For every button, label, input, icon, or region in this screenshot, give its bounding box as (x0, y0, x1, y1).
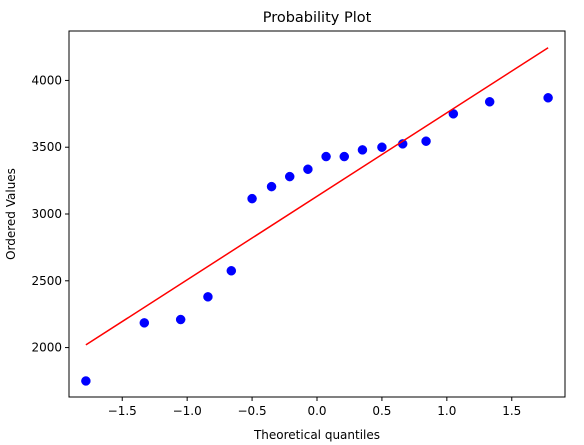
data-point (81, 376, 91, 386)
plot-area (68, 30, 566, 398)
data-point (139, 318, 150, 328)
x-axis-title: Theoretical quantiles (253, 428, 380, 442)
data-point (377, 142, 387, 152)
x-tick-label: 1.0 (437, 404, 456, 418)
data-point (266, 181, 277, 192)
axes-frame (68, 30, 566, 398)
x-tick-label: −1.0 (173, 404, 202, 418)
y-axis: 2000 2500 3000 3500 4000 (31, 73, 69, 355)
data-point (339, 151, 350, 162)
data-point (421, 136, 431, 146)
x-tick-label: 0.0 (307, 404, 326, 418)
y-tick-label: 2000 (31, 341, 62, 355)
y-tick-label: 2500 (31, 274, 62, 288)
data-point (284, 171, 295, 182)
data-point (175, 314, 186, 325)
data-point (203, 292, 213, 302)
x-axis: −1.5 −1.0 −0.5 0.0 0.5 1.0 1.5 (108, 397, 521, 418)
y-axis-title: Ordered Values (4, 168, 18, 260)
fit-line (85, 47, 549, 346)
x-tick-label: 0.5 (372, 404, 391, 418)
series-layer (81, 47, 553, 386)
data-point (247, 193, 257, 204)
y-tick-label: 3500 (31, 140, 62, 154)
x-tick-label: −1.5 (108, 404, 137, 418)
x-tick-label: −0.5 (238, 404, 267, 418)
data-point (357, 145, 368, 155)
data-point (226, 266, 237, 276)
y-tick-label: 3000 (31, 207, 62, 221)
chart-title: Probability Plot (263, 10, 372, 26)
data-point (321, 151, 331, 162)
y-tick-label: 4000 (31, 73, 62, 87)
data-point (543, 93, 553, 103)
x-tick-label: 1.5 (502, 404, 521, 418)
data-point (484, 97, 495, 107)
data-point (303, 164, 313, 175)
